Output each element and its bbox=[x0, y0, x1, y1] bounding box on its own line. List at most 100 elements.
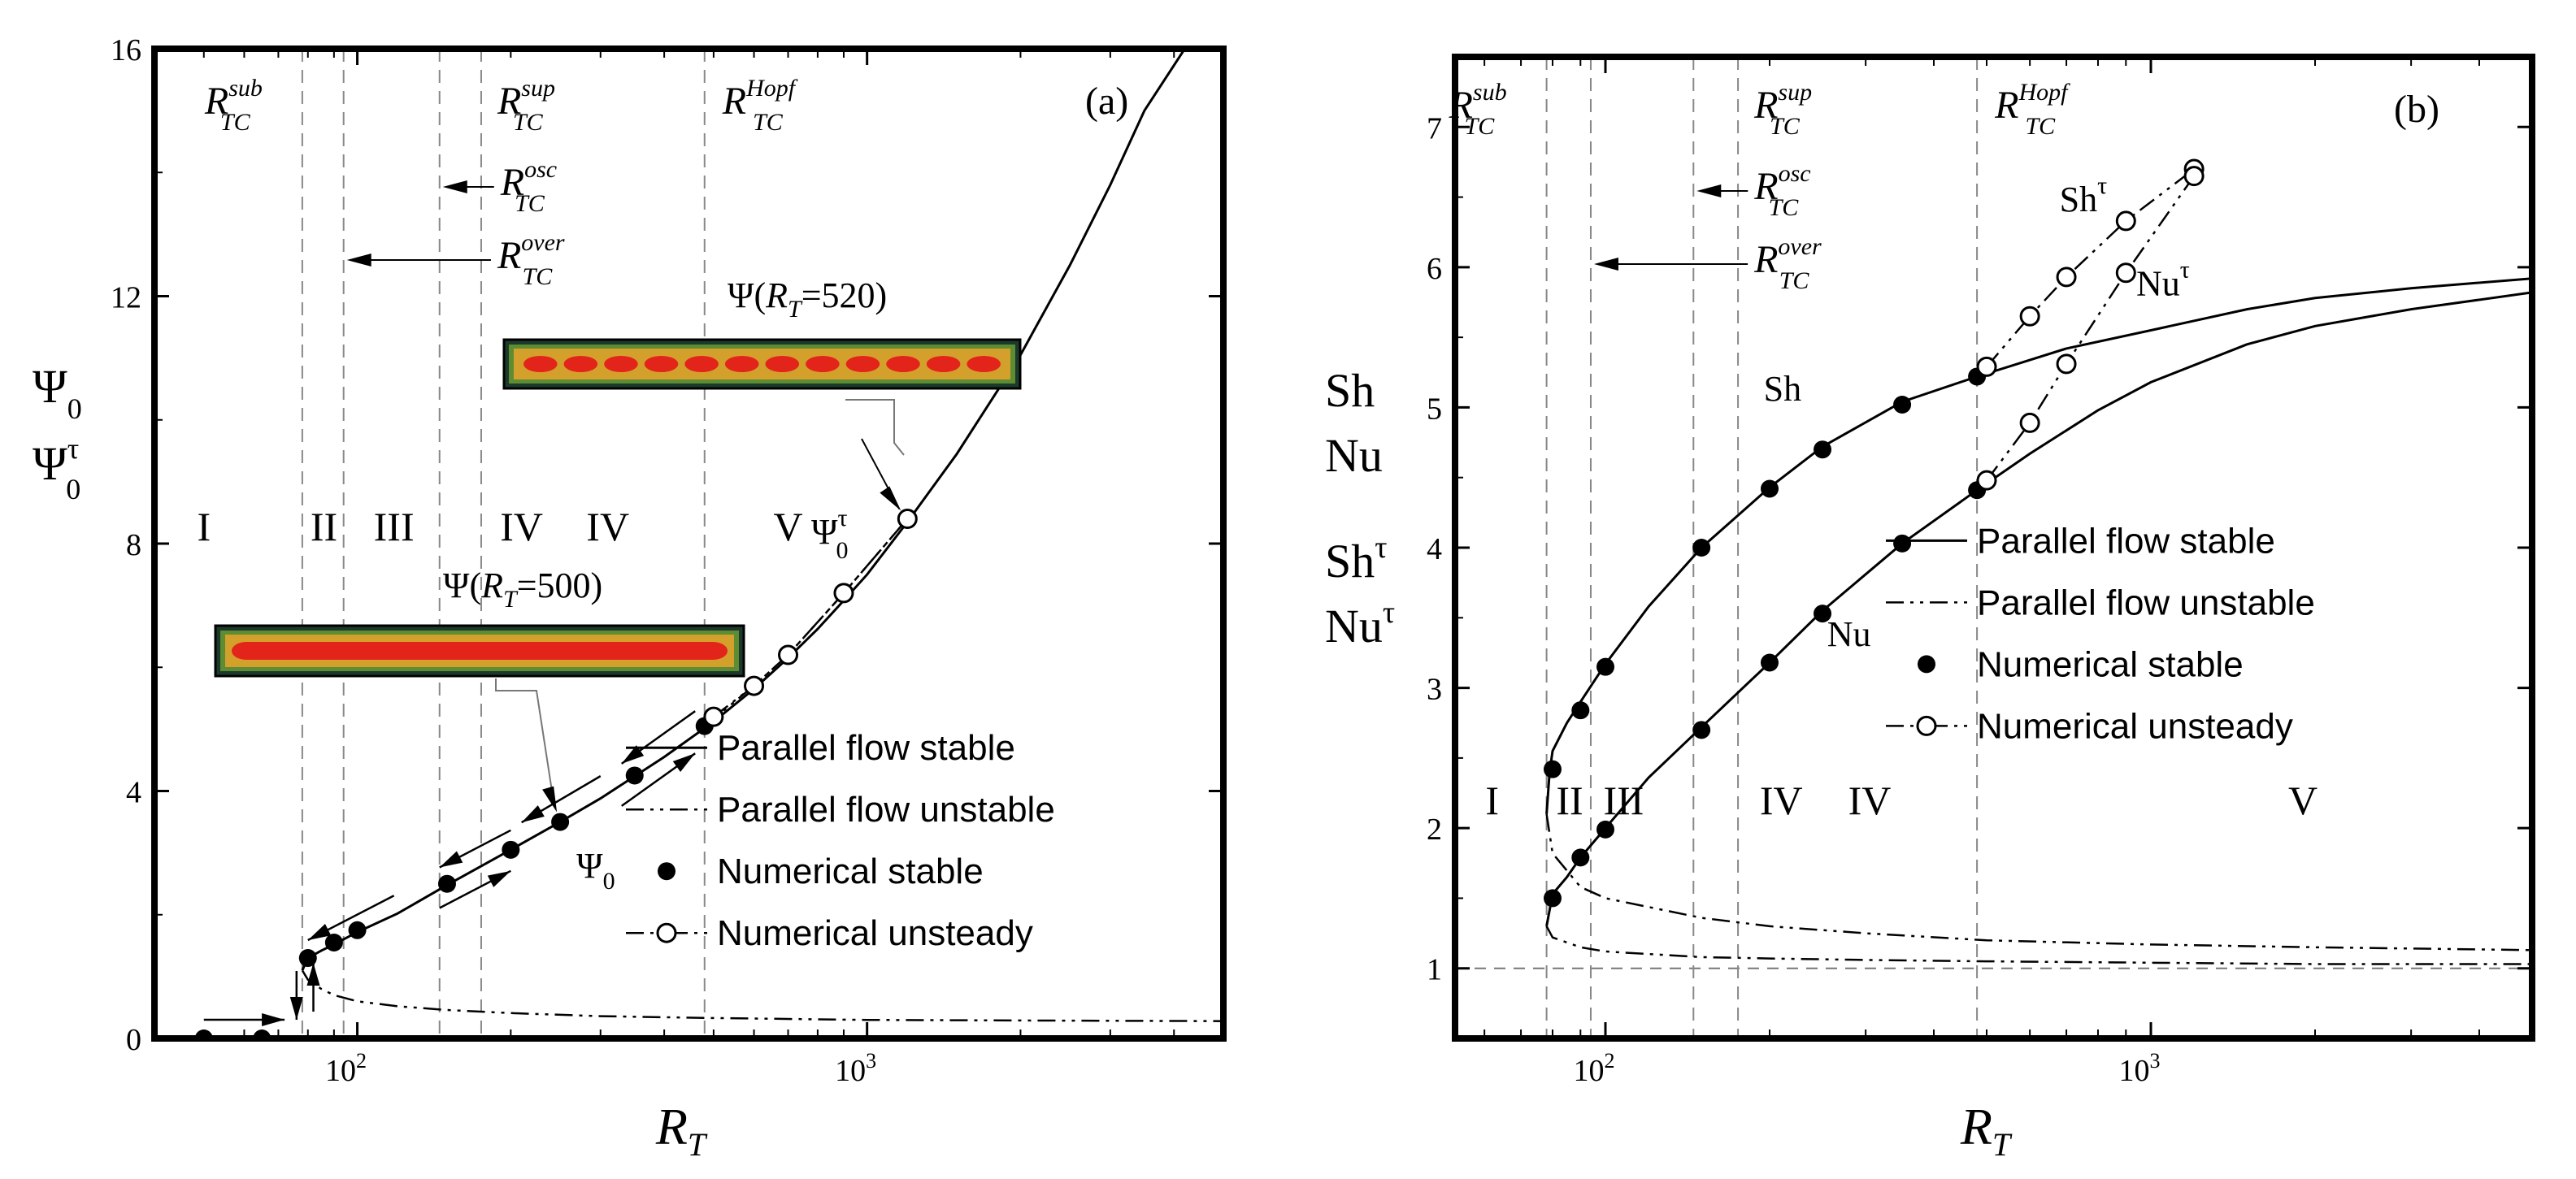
plot-area bbox=[1455, 57, 2532, 1038]
pointer-line bbox=[845, 399, 905, 456]
y-tick-label: 8 bbox=[126, 528, 141, 562]
legend-label: Parallel flow stable bbox=[717, 728, 1015, 768]
data-point bbox=[1692, 721, 1711, 739]
arrow-head bbox=[1593, 258, 1618, 271]
legend-label: Parallel flow unstable bbox=[1977, 583, 2315, 622]
inset-bottom-cell bbox=[232, 642, 728, 660]
data-point bbox=[1596, 820, 1615, 839]
data-point bbox=[2056, 353, 2077, 375]
series-line bbox=[1545, 813, 2532, 951]
curve-label: Shτ bbox=[2060, 172, 2108, 219]
region-label: IV bbox=[1848, 778, 1892, 823]
data-point bbox=[1814, 440, 1832, 459]
data-point bbox=[1543, 760, 1562, 778]
threshold-label: Rosc TC bbox=[500, 156, 557, 217]
flow-arrow-head bbox=[672, 753, 696, 772]
inset-top-cell bbox=[806, 356, 840, 372]
curve-label: Sh bbox=[1764, 369, 1801, 409]
x-tick-label: 103 bbox=[835, 1049, 876, 1088]
pointer-line bbox=[495, 678, 554, 797]
legend-label: Numerical stable bbox=[1977, 644, 2244, 684]
threshold-label: Rsup TC bbox=[1753, 79, 1812, 140]
legend-label: Numerical unsteady bbox=[1977, 706, 2293, 746]
y-tick-label: 5 bbox=[1427, 392, 1442, 426]
flow-arrow-head bbox=[262, 1013, 285, 1026]
arrow-head bbox=[346, 254, 371, 267]
inset-label: Ψ(RT=500) bbox=[443, 566, 602, 613]
legend-label: Parallel flow stable bbox=[1977, 521, 2275, 561]
data-point bbox=[1814, 605, 1832, 623]
threshold-label: Rsub TC bbox=[1449, 79, 1507, 140]
threshold-label: RHopf TC bbox=[1994, 79, 2070, 140]
x-axis-label: RT bbox=[655, 1098, 708, 1163]
data-point bbox=[625, 766, 644, 785]
panel-b: 1 2 3 4 5 6 7 102 103 RT Rsub TC Rover TC Rosc TC Rsup TC… bbox=[1325, 54, 2535, 1163]
flow-arrow-head bbox=[307, 924, 332, 941]
y-axis-label: Sh bbox=[1325, 364, 1375, 417]
panel-label: (a) bbox=[1085, 80, 1128, 123]
curve-label: Nuτ bbox=[2136, 256, 2190, 303]
series-line bbox=[704, 518, 909, 727]
data-point bbox=[502, 840, 520, 859]
data-point bbox=[1596, 657, 1615, 676]
region-label: IV bbox=[500, 504, 543, 549]
y-tick-label: 7 bbox=[1427, 111, 1442, 145]
curve-label: Ψτ 0 bbox=[811, 505, 849, 564]
flow-arrow-head bbox=[439, 851, 463, 868]
y-tick-label: 4 bbox=[126, 776, 141, 810]
series-line bbox=[1545, 925, 2532, 965]
series-line bbox=[1986, 168, 2195, 368]
data-point bbox=[744, 675, 765, 696]
y-axis-label: Ψ0 bbox=[33, 360, 82, 425]
data-point bbox=[2183, 166, 2205, 187]
plot-area bbox=[194, 49, 1223, 1038]
data-point bbox=[703, 706, 724, 727]
flow-arrow-head bbox=[487, 870, 511, 887]
arrow-head bbox=[880, 486, 901, 511]
data-point bbox=[2056, 267, 2077, 288]
inset-top-cell bbox=[523, 356, 558, 372]
y-tick-label: 1 bbox=[1427, 953, 1442, 987]
data-point bbox=[1692, 539, 1711, 557]
panel-a: 0 4 8 12 16 102 103 RT Rsub TC Rover TC Rosc TC Rsup TC… bbox=[33, 33, 1227, 1163]
threshold-label: Rosc TC bbox=[1753, 160, 1810, 221]
data-point bbox=[897, 509, 918, 530]
inset-top-cell bbox=[684, 356, 719, 372]
data-point bbox=[778, 644, 799, 665]
legend-label: Parallel flow unstable bbox=[717, 790, 1055, 830]
data-point bbox=[2019, 306, 2040, 327]
threshold-label: RHopf TC bbox=[722, 75, 798, 136]
series-line bbox=[301, 49, 1186, 971]
threshold-label: Rsup TC bbox=[497, 75, 555, 136]
inset-top-cell bbox=[926, 356, 961, 372]
y-tick-label: 6 bbox=[1427, 252, 1442, 286]
series-line bbox=[1545, 277, 2532, 815]
y-axis-label: Nuτ bbox=[1325, 596, 1395, 652]
data-point bbox=[551, 813, 570, 831]
y-tick-label: 0 bbox=[126, 1023, 141, 1057]
flow-arrow-head bbox=[289, 997, 303, 1020]
region-label: IV bbox=[586, 504, 629, 549]
region-label: IV bbox=[1760, 778, 1803, 823]
y-axis-label: Shτ bbox=[1325, 531, 1388, 587]
inset-top-cell bbox=[563, 356, 598, 372]
data-point bbox=[2019, 412, 2040, 433]
x-tick-label: 103 bbox=[2118, 1049, 2160, 1088]
panel-label: (b) bbox=[2394, 88, 2439, 131]
x-tick-label: 102 bbox=[325, 1049, 367, 1088]
data-point bbox=[1976, 470, 1997, 491]
inset-top-cell bbox=[644, 356, 679, 372]
y-tick-label: 2 bbox=[1427, 813, 1442, 847]
y-tick-label: 3 bbox=[1427, 673, 1442, 707]
threshold-label: Rsub TC bbox=[204, 75, 263, 136]
data-point bbox=[2115, 210, 2136, 232]
region-label: V bbox=[2288, 778, 2318, 823]
data-point bbox=[348, 921, 367, 939]
y-tick-label: 16 bbox=[111, 33, 141, 67]
inset-top-cell bbox=[845, 356, 880, 372]
inset-top-cell bbox=[604, 356, 638, 372]
arrow-head bbox=[442, 180, 467, 193]
arrow-head bbox=[542, 786, 558, 813]
region-label: III bbox=[374, 504, 415, 549]
legend-marker bbox=[658, 862, 675, 881]
